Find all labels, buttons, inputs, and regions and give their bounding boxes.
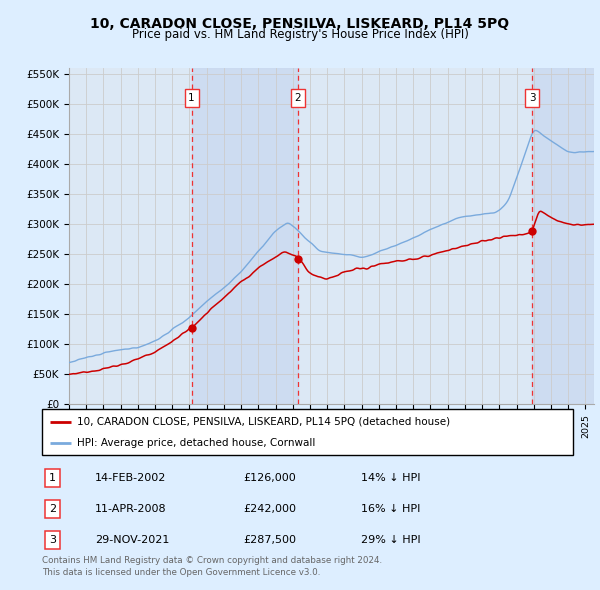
Bar: [532, 68, 594, 404]
Text: Price paid vs. HM Land Registry's House Price Index (HPI): Price paid vs. HM Land Registry's House …: [131, 28, 469, 41]
Text: 29-NOV-2021: 29-NOV-2021: [95, 535, 169, 545]
Text: 16% ↓ HPI: 16% ↓ HPI: [361, 504, 420, 514]
Text: 10, CARADON CLOSE, PENSILVA, LISKEARD, PL14 5PQ (detached house): 10, CARADON CLOSE, PENSILVA, LISKEARD, P…: [77, 417, 449, 427]
Bar: [191, 68, 298, 404]
Text: 10, CARADON CLOSE, PENSILVA, LISKEARD, PL14 5PQ: 10, CARADON CLOSE, PENSILVA, LISKEARD, P…: [91, 17, 509, 31]
Text: 11-APR-2008: 11-APR-2008: [95, 504, 167, 514]
Text: This data is licensed under the Open Government Licence v3.0.: This data is licensed under the Open Gov…: [42, 568, 320, 576]
Text: £242,000: £242,000: [244, 504, 297, 514]
Text: 14% ↓ HPI: 14% ↓ HPI: [361, 473, 420, 483]
Text: HPI: Average price, detached house, Cornwall: HPI: Average price, detached house, Corn…: [77, 438, 315, 448]
Text: Contains HM Land Registry data © Crown copyright and database right 2024.: Contains HM Land Registry data © Crown c…: [42, 556, 382, 565]
Text: 14-FEB-2002: 14-FEB-2002: [95, 473, 166, 483]
Text: £287,500: £287,500: [244, 535, 297, 545]
Text: 29% ↓ HPI: 29% ↓ HPI: [361, 535, 420, 545]
Text: 3: 3: [529, 93, 536, 103]
Text: 3: 3: [49, 535, 56, 545]
Text: 2: 2: [49, 504, 56, 514]
Text: 2: 2: [294, 93, 301, 103]
Text: £126,000: £126,000: [244, 473, 296, 483]
Text: 1: 1: [49, 473, 56, 483]
Text: 1: 1: [188, 93, 195, 103]
